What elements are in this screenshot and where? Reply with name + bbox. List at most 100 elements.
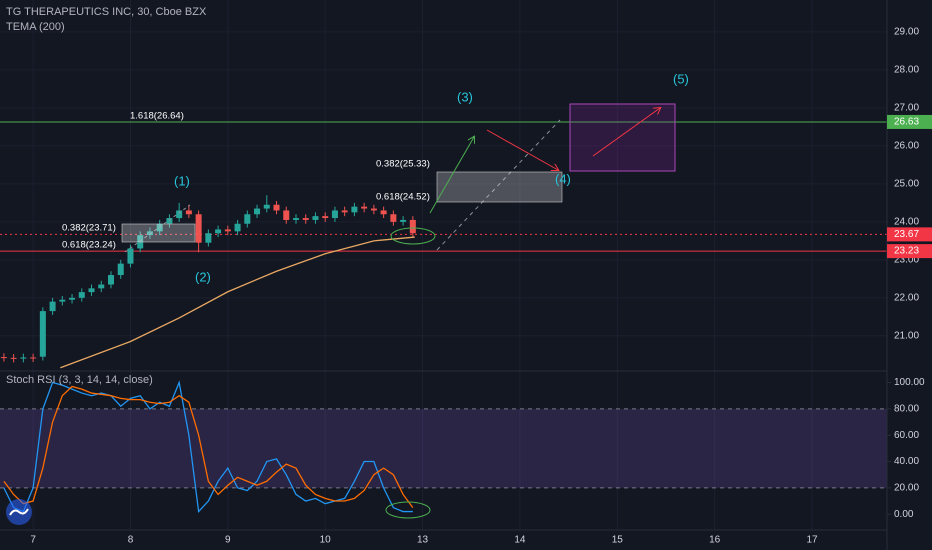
y-tick-label: 28.00 — [894, 65, 919, 76]
stoch-band — [0, 408, 887, 488]
candle-body — [341, 210, 348, 213]
y-tick-label: 20.00 — [894, 483, 919, 494]
candle-body — [195, 214, 202, 243]
grid — [0, 0, 887, 530]
symbol-title: TG THERAPEUTICS INC, 30, Cboe BZX — [6, 6, 207, 18]
x-tick-label: 16 — [709, 535, 721, 546]
price-badge-label: 23.67 — [894, 229, 919, 240]
price-badge — [887, 114, 932, 129]
arrow — [429, 137, 474, 214]
y-tick-label: 40.00 — [894, 456, 919, 467]
x-tick-label: 14 — [514, 535, 526, 546]
candle-body — [390, 214, 397, 222]
candle-body — [215, 229, 222, 234]
x-tick-label: 8 — [128, 535, 134, 546]
stoch-line — [3, 380, 413, 514]
tema-line — [60, 236, 415, 369]
axes: 29.00 28.00 27.00 26.00 25.00 24.00 23.00 22.00… — [30, 27, 932, 546]
wave-label: (5) — [673, 71, 689, 86]
candle-body — [156, 223, 163, 232]
stoch-title: Stoch RSI (3, 3, 14, 14, close) — [6, 374, 153, 386]
candle-body — [107, 275, 114, 285]
candle-body — [0, 357, 7, 359]
y-tick-label: 25.00 — [894, 179, 919, 190]
projection-line — [436, 119, 561, 251]
projection-line — [124, 204, 191, 253]
y-tick-label: 21.00 — [894, 330, 919, 341]
fib-label: 0.382(23.71) — [62, 223, 116, 234]
candle-body — [263, 204, 270, 209]
fib-box — [436, 171, 563, 203]
candle-body — [361, 206, 368, 209]
candle-body — [127, 248, 134, 264]
wave-label: (3) — [457, 89, 473, 104]
y-tick-label: 100.00 — [894, 377, 925, 388]
indicator-title: TEMA (200) — [6, 21, 65, 33]
candle-body — [302, 218, 309, 220]
highlight-ellipse — [390, 227, 436, 245]
x-tick-label: 15 — [612, 535, 624, 546]
x-tick-label: 7 — [30, 535, 36, 546]
y-tick-label: 0.00 — [894, 509, 914, 520]
candle-body — [10, 357, 17, 359]
y-tick-label: 22.00 — [894, 292, 919, 303]
wave-label: (1) — [174, 173, 190, 188]
candle-body — [273, 204, 280, 211]
candle-body — [176, 210, 183, 219]
candle-body — [351, 206, 358, 213]
logo-mark — [9, 508, 29, 516]
wave-label: (4) — [555, 171, 571, 186]
candle-body — [78, 292, 85, 298]
candle-body — [49, 301, 56, 312]
candle-body — [400, 219, 407, 222]
price-badge-label: 26.63 — [894, 117, 919, 128]
fib-label: 0.618(23.24) — [62, 240, 116, 251]
candle-body — [185, 210, 192, 215]
candle-body — [370, 208, 377, 211]
candle-body — [380, 210, 387, 215]
x-tick-label: 9 — [225, 535, 231, 546]
fib-label: 1.618(26.64) — [130, 111, 184, 122]
candle-body — [331, 210, 338, 219]
candle-body — [224, 229, 231, 232]
candle-body — [234, 223, 241, 232]
price-badge-label: 23.23 — [894, 246, 919, 257]
fib-box — [121, 223, 196, 243]
candle-body — [292, 218, 299, 220]
fib-label: 0.382(25.33) — [376, 159, 430, 170]
arrow — [486, 129, 558, 170]
arrow — [592, 108, 660, 157]
candle-body — [283, 210, 290, 220]
y-tick-label: 29.00 — [894, 27, 919, 38]
price-badge — [887, 227, 932, 242]
candle-body — [117, 263, 124, 276]
candle-body — [39, 311, 46, 357]
candle-body — [166, 218, 173, 224]
wave-label: (2) — [195, 269, 211, 284]
candle-body — [205, 233, 212, 243]
candle-body — [59, 299, 66, 302]
y-tick-label: 80.00 — [894, 404, 919, 415]
x-tick-label: 13 — [417, 535, 429, 546]
candle-body — [409, 219, 416, 234]
candle-body — [146, 231, 153, 236]
candle-body — [312, 216, 319, 220]
annotations: 1.618(26.64) 0.382(23.71) 0.618(23.24) 0… — [62, 71, 689, 519]
x-tick-label: 17 — [806, 535, 818, 546]
candle-body — [88, 288, 95, 293]
y-tick-label: 26.00 — [894, 141, 919, 152]
y-tick-label: 24.00 — [894, 216, 919, 227]
candle-body — [322, 216, 329, 219]
candle-body — [254, 208, 261, 215]
candle-body — [244, 214, 251, 224]
y-tick-label: 27.00 — [894, 103, 919, 114]
highlight-ellipse — [385, 501, 431, 519]
candle-body — [30, 357, 37, 359]
stoch-pane — [0, 380, 887, 514]
price-badge — [887, 244, 932, 259]
y-tick-label: 60.00 — [894, 430, 919, 441]
candle-body — [98, 284, 105, 289]
candle-body — [69, 297, 76, 300]
y-tick-label: 23.00 — [894, 254, 919, 265]
